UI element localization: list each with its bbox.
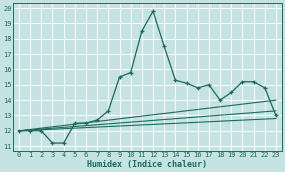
X-axis label: Humidex (Indice chaleur): Humidex (Indice chaleur)	[87, 159, 207, 169]
